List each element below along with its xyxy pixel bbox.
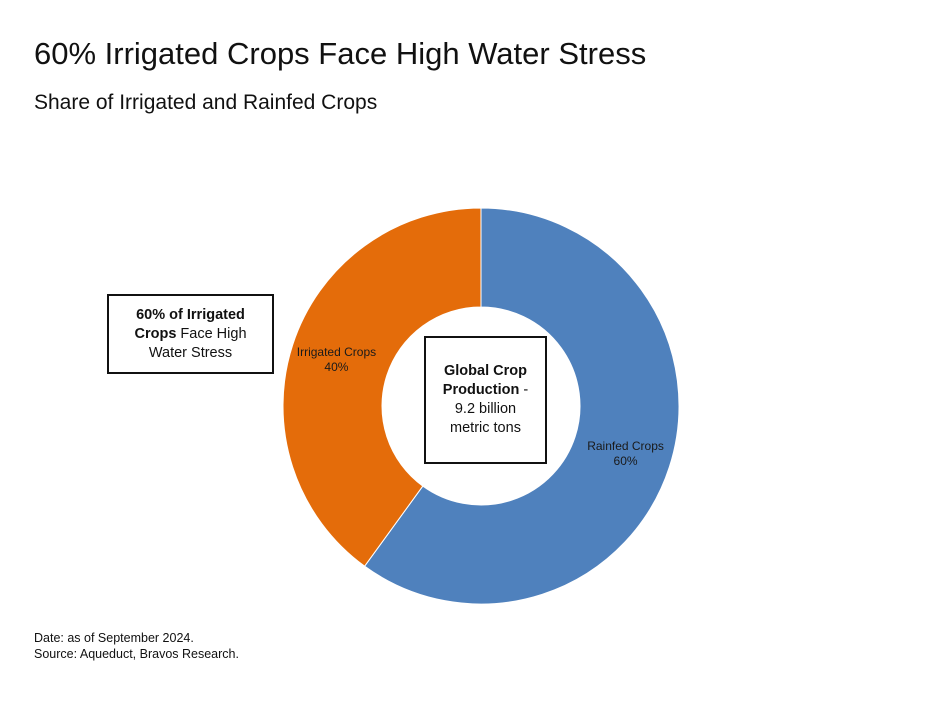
chart-footer: Date: as of September 2024. Source: Aque… bbox=[34, 630, 239, 662]
slice-label-irrigated-crops: Irrigated Crops 40% bbox=[297, 345, 376, 374]
irrigated-stress-callout: 60% of Irrigated Crops Face High Water S… bbox=[107, 294, 274, 374]
center-bold-text: Global Crop Production bbox=[442, 363, 527, 398]
slice-label-rainfed-crops: Rainfed Crops 60% bbox=[587, 439, 664, 468]
callout-text: Face High Water Stress bbox=[148, 325, 247, 361]
footer-source: Source: Aqueduct, Bravos Research. bbox=[34, 647, 239, 661]
callout-bold-text: 60% of Irrigated Crops bbox=[134, 306, 245, 342]
donut-slice-irrigated-crops bbox=[282, 207, 482, 567]
center-text: 9.2 billion metric tons bbox=[450, 401, 521, 436]
donut-slice-rainfed-crops bbox=[363, 207, 680, 605]
chart-title: 60% Irrigated Crops Face High Water Stre… bbox=[34, 36, 647, 71]
footer-date: Date: as of September 2024. bbox=[34, 631, 194, 645]
donut-center-annotation: Global Crop Production - 9.2 billion met… bbox=[424, 336, 547, 464]
center-dash: - bbox=[519, 382, 529, 398]
chart-subtitle: Share of Irrigated and Rainfed Crops bbox=[34, 91, 378, 114]
